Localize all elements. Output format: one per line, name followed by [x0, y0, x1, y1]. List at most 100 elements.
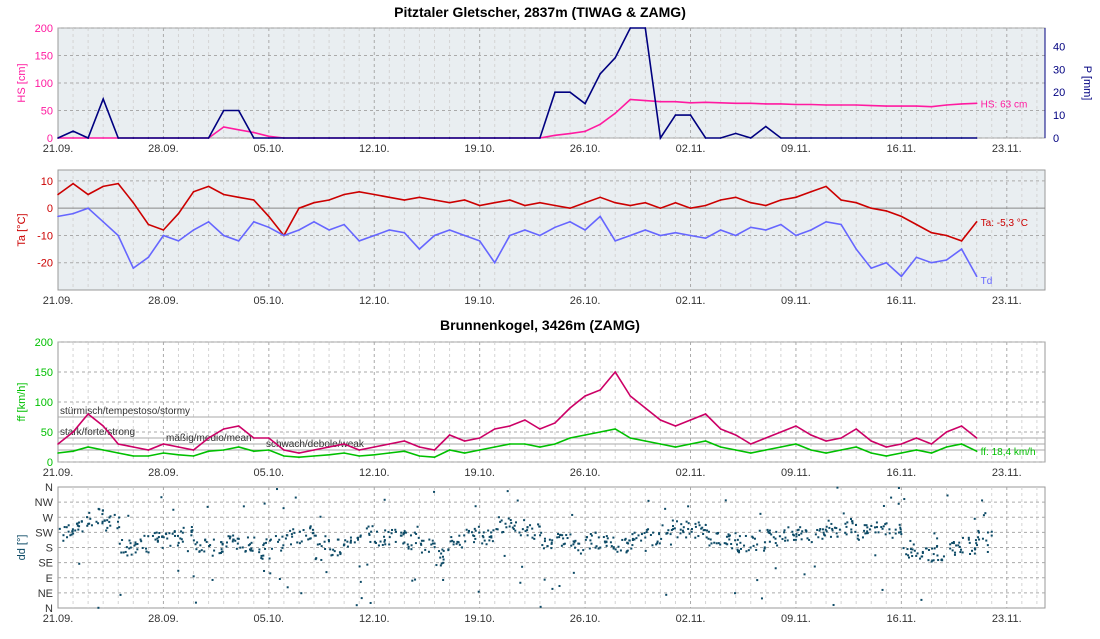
data-point-HS: [102, 137, 104, 139]
data-point-P: [825, 137, 827, 139]
dd-point: [221, 550, 224, 553]
data-point-HS: [599, 123, 601, 126]
dd-point: [795, 533, 798, 536]
dd-point: [842, 512, 845, 515]
dd-point: [497, 516, 500, 519]
data-point-fx: [840, 437, 842, 439]
dd-point: [984, 512, 987, 515]
dd-point: [474, 529, 477, 532]
data-point-P: [237, 109, 240, 112]
data-point-P: [855, 137, 857, 139]
data-point-ff: [117, 452, 120, 454]
data-point-fx: [102, 425, 104, 427]
dd-point: [161, 546, 164, 549]
data-point-fx: [524, 419, 526, 421]
x-tick-label: 26.10.: [570, 467, 601, 479]
dd-point: [916, 552, 919, 555]
data-point-Td: [493, 261, 496, 264]
data-point-P: [930, 137, 933, 139]
data-point-ff: [478, 449, 481, 451]
dd-point: [795, 535, 798, 538]
data-point-Td: [930, 261, 933, 264]
dd-point: [457, 541, 460, 544]
dd-point: [458, 543, 461, 546]
dd-point: [931, 547, 934, 550]
dd-point: [669, 543, 672, 546]
dd-point: [897, 502, 900, 505]
dd-point: [543, 540, 546, 543]
x-tick-label: 16.11.: [886, 467, 916, 479]
dd-point: [655, 543, 658, 546]
dd-point: [870, 524, 873, 527]
dd-point: [973, 517, 976, 520]
dd-point: [268, 557, 271, 560]
dd-point: [311, 528, 314, 531]
dd-point: [218, 552, 221, 555]
y2-tick-label: 40: [1053, 41, 1065, 53]
dd-point: [866, 532, 869, 535]
dd-point: [307, 538, 310, 541]
dd-point: [697, 521, 700, 524]
dd-point: [775, 530, 778, 533]
dd-point: [723, 542, 726, 545]
dd-point: [836, 486, 839, 489]
dd-point: [261, 557, 264, 560]
dd-point: [774, 537, 777, 540]
data-point-Ta: [975, 221, 978, 223]
dd-point: [319, 515, 322, 518]
dd-point: [865, 532, 868, 535]
dd-point: [863, 529, 866, 532]
dd-point: [521, 565, 524, 568]
data-point-Ta: [704, 204, 707, 207]
data-point-Ta: [885, 210, 888, 212]
dd-point: [832, 603, 835, 606]
dd-point: [710, 542, 713, 545]
dd-point: [269, 538, 272, 541]
dd-point: [241, 546, 244, 549]
data-point-ff: [930, 452, 933, 454]
dd-point: [370, 530, 373, 533]
dd-point: [667, 529, 670, 532]
title-pitztal: Pitztaler Gletscher, 2837m (TIWAG & ZAMG…: [394, 4, 686, 20]
panel-2: 21.09. 28.09. 05.10. 12.10. 19.10. 26.10. 02.1…: [16, 169, 1046, 307]
dd-point: [702, 529, 705, 532]
dd-point: [606, 537, 609, 540]
dd-point: [399, 534, 402, 537]
y-tick-label: 200: [35, 337, 53, 349]
dd-point: [888, 532, 891, 535]
dd-point: [851, 520, 854, 523]
x-tick-label: 23.11.: [992, 295, 1022, 307]
dd-point: [679, 532, 682, 535]
panel-4: 21.09. 28.09. 05.10. 12.10. 19.10. 26.10. 02.1…: [16, 482, 1046, 625]
dd-point: [595, 545, 598, 548]
dd-point: [228, 537, 231, 540]
series-fx-line: [57, 370, 978, 454]
data-point-P: [358, 137, 361, 139]
dd-point: [101, 513, 104, 516]
dd-point: [69, 534, 72, 537]
data-point-fx: [644, 407, 647, 409]
data-point-HS: [554, 134, 556, 137]
dd-point: [430, 543, 433, 546]
dd-point: [78, 521, 81, 524]
dd-point: [477, 525, 480, 528]
data-point-Ta: [870, 207, 873, 209]
dd-point: [760, 597, 763, 600]
dd-point: [181, 540, 184, 543]
dd-point: [566, 537, 569, 540]
dd-point: [590, 534, 593, 537]
data-point-fx: [960, 425, 963, 427]
data-point-ff: [102, 449, 104, 451]
y2-tick-label: 20: [1053, 87, 1065, 99]
data-point-Ta: [117, 182, 120, 185]
data-point-ff: [569, 437, 571, 439]
dd-point: [936, 537, 939, 540]
dd-point: [168, 532, 171, 535]
dd-point: [633, 531, 636, 534]
panel-3: 21.09. 28.09. 05.10. 12.10. 19.10. 26.10. 02.1…: [16, 337, 1046, 479]
dd-point: [118, 516, 121, 519]
data-point-ff: [252, 450, 255, 453]
dd-point: [726, 543, 729, 546]
data-point-Td: [825, 221, 827, 223]
dd-point: [324, 535, 327, 538]
